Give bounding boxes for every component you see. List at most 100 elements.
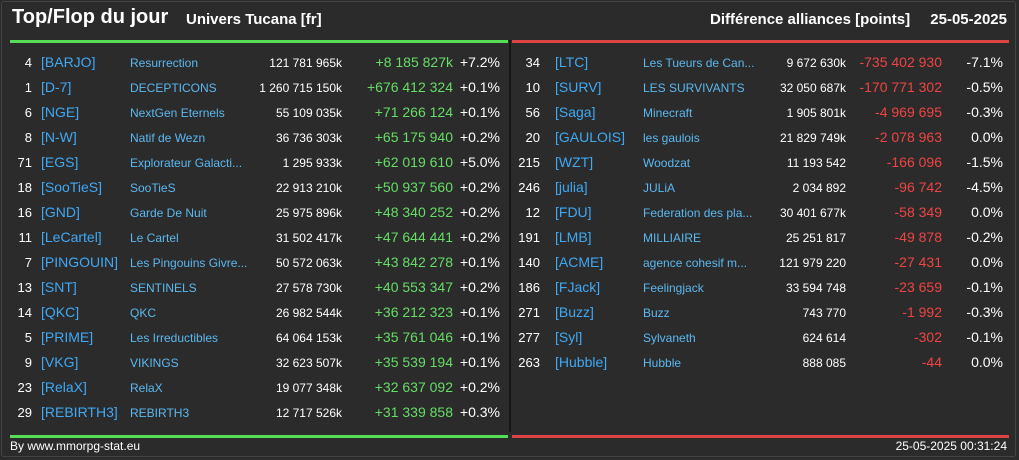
alliance-rank: 9 — [24, 355, 32, 370]
alliance-tag[interactable]: [Saga] — [555, 104, 596, 120]
flop-row: 246 [julia] JULiA 2 034 892 -96 742 -4.5% — [512, 176, 1009, 201]
alliance-tag[interactable]: [GAULOIS] — [555, 129, 626, 145]
flop-row: 191 [LMB] MILLIAIRE 25 251 817 -49 878 -0.2% — [512, 226, 1009, 251]
alliance-rank: 34 — [525, 55, 540, 70]
alliance-tag[interactable]: [EGS] — [41, 154, 79, 170]
alliance-tag[interactable]: [SURV] — [555, 79, 602, 95]
alliance-tag[interactable]: [D-7] — [41, 79, 72, 95]
alliance-name[interactable]: MILLIAIRE — [643, 231, 702, 245]
percent-change: +0.2% — [459, 179, 500, 195]
alliance-name[interactable]: Explorateur Galacti... — [130, 156, 243, 170]
alliance-tag[interactable]: [PINGOUIN] — [41, 254, 119, 270]
alliance-tag[interactable]: [ACME] — [555, 254, 604, 270]
alliance-tag[interactable]: [REBIRTH3] — [41, 404, 118, 420]
alliance-tag[interactable]: [RelaX] — [41, 379, 87, 395]
alliance-tag[interactable]: [LTC] — [555, 54, 589, 70]
alliance-tag[interactable]: [julia] — [555, 179, 588, 195]
alliance-name[interactable]: VIKINGS — [130, 356, 179, 370]
alliance-tag[interactable]: [FDU] — [555, 204, 592, 220]
flop-row: 20 [GAULOIS] les gaulois 21 829 749k -2 078 … — [512, 126, 1009, 151]
header-right: Différence alliances [points] 25-05-2025 — [710, 11, 1007, 28]
alliance-tag[interactable]: [Buzz] — [555, 304, 594, 320]
alliance-rank: 215 — [518, 155, 540, 170]
alliance-name[interactable]: agence cohesif m... — [643, 256, 748, 270]
alliance-name[interactable]: Buzz — [643, 306, 670, 320]
alliance-name[interactable]: Les Tueurs de Can... — [643, 56, 755, 70]
alliance-name[interactable]: LES SURVIVANTS — [643, 81, 745, 95]
alliance-points: 26 982 544k — [275, 306, 342, 320]
alliance-tag[interactable]: [FJack] — [555, 279, 601, 295]
points-difference: +43 842 278 — [374, 254, 453, 270]
points-difference: -23 659 — [894, 279, 942, 295]
alliance-name[interactable]: RelaX — [130, 381, 163, 395]
alliance-name[interactable]: Federation des pla... — [643, 206, 753, 220]
alliance-name[interactable]: Feelingjack — [643, 281, 704, 295]
alliance-points: 50 572 063k — [275, 256, 342, 270]
alliance-tag[interactable]: [VKG] — [41, 354, 79, 370]
percent-change: +0.2% — [459, 229, 500, 245]
alliance-name[interactable]: NextGen Eternels — [130, 106, 225, 120]
alliance-rank: 16 — [17, 205, 32, 220]
alliance-tag[interactable]: [SNT] — [41, 279, 77, 295]
alliance-name[interactable]: Woodzat — [643, 156, 691, 170]
alliance-rank: 8 — [24, 130, 32, 145]
alliance-tag[interactable]: [LeCartel] — [41, 229, 102, 245]
points-difference: -49 878 — [894, 229, 942, 245]
alliance-tag[interactable]: [N-W] — [41, 129, 77, 145]
alliance-name[interactable]: SENTINELS — [130, 281, 197, 295]
alliance-tag[interactable]: [LMB] — [555, 229, 592, 245]
alliance-tag[interactable]: [Syl] — [555, 329, 583, 345]
alliance-tag[interactable]: [SooTieS] — [41, 179, 102, 195]
top-list: 4 [BARJO] Resurrection 121 781 965k +8 185 8… — [10, 51, 508, 426]
alliance-name[interactable]: Resurrection — [130, 56, 199, 70]
alliance-tag[interactable]: [PRIME] — [41, 329, 94, 345]
alliance-name[interactable]: JULiA — [643, 181, 676, 195]
points-difference: -44 — [921, 354, 942, 370]
alliance-name[interactable]: Les Pingouins Givre... — [130, 256, 248, 270]
alliance-name[interactable]: DECEPTICONS — [130, 81, 217, 95]
alliance-name[interactable]: Sylvaneth — [643, 331, 696, 345]
alliance-tag[interactable]: [GND] — [41, 204, 80, 220]
alliance-points: 22 913 210k — [275, 181, 342, 195]
alliance-name[interactable]: Minecraft — [643, 106, 693, 120]
alliance-points: 121 979 220 — [779, 256, 846, 270]
alliance-name[interactable]: les gaulois — [643, 131, 700, 145]
alliance-tag[interactable]: [NGE] — [41, 104, 80, 120]
alliance-points: 1 260 715 150k — [259, 81, 342, 95]
alliance-name[interactable]: REBIRTH3 — [130, 406, 190, 420]
alliance-name[interactable]: Garde De Nuit — [130, 206, 207, 220]
top-row: 6 [NGE] NextGen Eternels 55 109 035k +71 266… — [10, 101, 508, 126]
alliance-name[interactable]: Natif de Wezn — [130, 131, 206, 145]
alliance-tag[interactable]: [BARJO] — [41, 54, 96, 70]
flop-row: 271 [Buzz] Buzz 743 770 -1 992 -0.3% — [512, 301, 1009, 326]
points-difference: +50 937 560 — [374, 179, 453, 195]
alliance-tag[interactable]: [WZT] — [555, 154, 594, 170]
points-difference: +40 553 347 — [374, 279, 453, 295]
alliance-name[interactable]: SooTieS — [130, 181, 176, 195]
alliance-tag[interactable]: [QKC] — [41, 304, 80, 320]
top-row: 13 [SNT] SENTINELS 27 578 730k +40 553 347 +0… — [10, 276, 508, 301]
alliance-points: 55 109 035k — [275, 106, 342, 120]
header: Top/Flop du jour Univers Tucana [fr] Dif… — [0, 0, 1019, 42]
points-difference: +48 340 252 — [374, 204, 453, 220]
percent-change: +0.1% — [459, 329, 500, 345]
flop-row: 10 [SURV] LES SURVIVANTS 32 050 687k -170 77… — [512, 76, 1009, 101]
points-difference: -2 078 963 — [875, 129, 942, 145]
alliance-points: 624 614 — [802, 331, 846, 345]
alliance-points: 27 578 730k — [275, 281, 342, 295]
points-difference: -96 742 — [894, 179, 942, 195]
alliance-points: 33 594 748 — [785, 281, 846, 295]
top-row: 8 [N-W] Natif de Wezn 36 736 303k +65 175 94… — [10, 126, 508, 151]
alliance-name[interactable]: QKC — [130, 306, 157, 320]
points-difference: -302 — [913, 329, 942, 345]
alliance-name[interactable]: Le Cartel — [130, 231, 179, 245]
alliance-name[interactable]: Les Irreductibles — [130, 331, 219, 345]
alliance-points: 2 034 892 — [792, 181, 846, 195]
universe-subtitle: Univers Tucana [fr] — [186, 11, 322, 28]
alliance-rank: 186 — [518, 280, 540, 295]
alliance-rank: 14 — [17, 305, 32, 320]
alliance-tag[interactable]: [Hubble] — [555, 354, 608, 370]
alliance-name[interactable]: Hubble — [643, 356, 682, 370]
alliance-points: 64 064 153k — [275, 331, 342, 345]
